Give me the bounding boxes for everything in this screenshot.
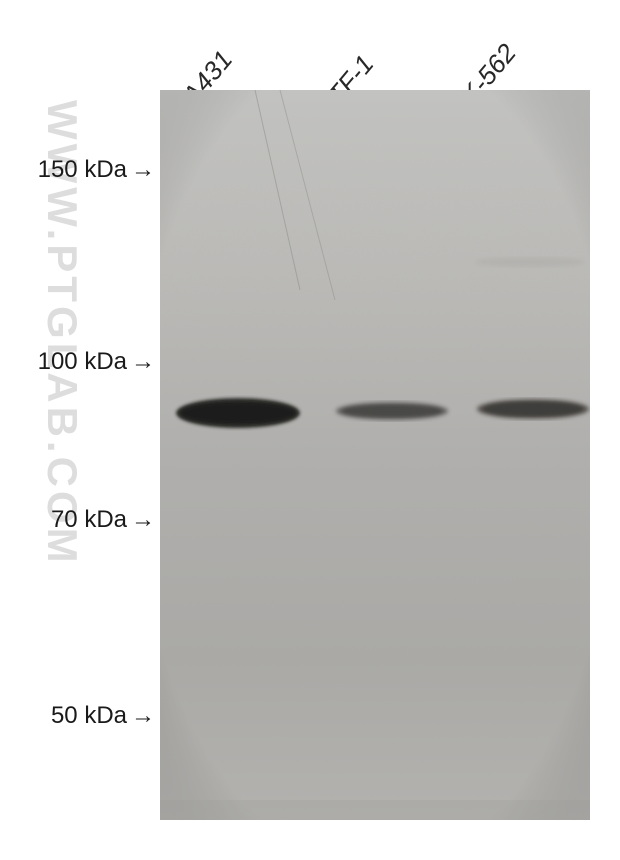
arrow-icon: → <box>131 506 155 534</box>
ghost-band <box>475 257 585 267</box>
mw-marker-text: 50 kDa <box>51 702 127 729</box>
lane-labels-row: A431 TF-1 K-562 <box>0 10 620 90</box>
blot-svg <box>160 90 590 820</box>
mw-marker-text: 100 kDa <box>38 348 127 375</box>
mw-marker-text: 150 kDa <box>38 156 127 183</box>
bottom-smudge <box>160 800 590 820</box>
mw-marker-150: 150 kDa→ <box>10 156 155 184</box>
figure-container: WWW.PTGLAB.COM A431 TF-1 K-562 150 kDa→ … <box>0 0 620 860</box>
arrow-icon: → <box>131 156 155 184</box>
mw-marker-100: 100 kDa→ <box>10 348 155 376</box>
band-lane1 <box>176 398 300 428</box>
band-lane2 <box>336 402 448 420</box>
mw-marker-text: 70 kDa <box>51 506 127 533</box>
arrow-icon: → <box>131 348 155 376</box>
membrane-vignette <box>160 90 590 820</box>
blot-membrane <box>160 90 590 820</box>
band-lane3 <box>477 399 589 419</box>
mw-marker-70: 70 kDa→ <box>22 506 155 534</box>
mw-marker-50: 50 kDa→ <box>22 702 155 730</box>
arrow-icon: → <box>131 702 155 730</box>
